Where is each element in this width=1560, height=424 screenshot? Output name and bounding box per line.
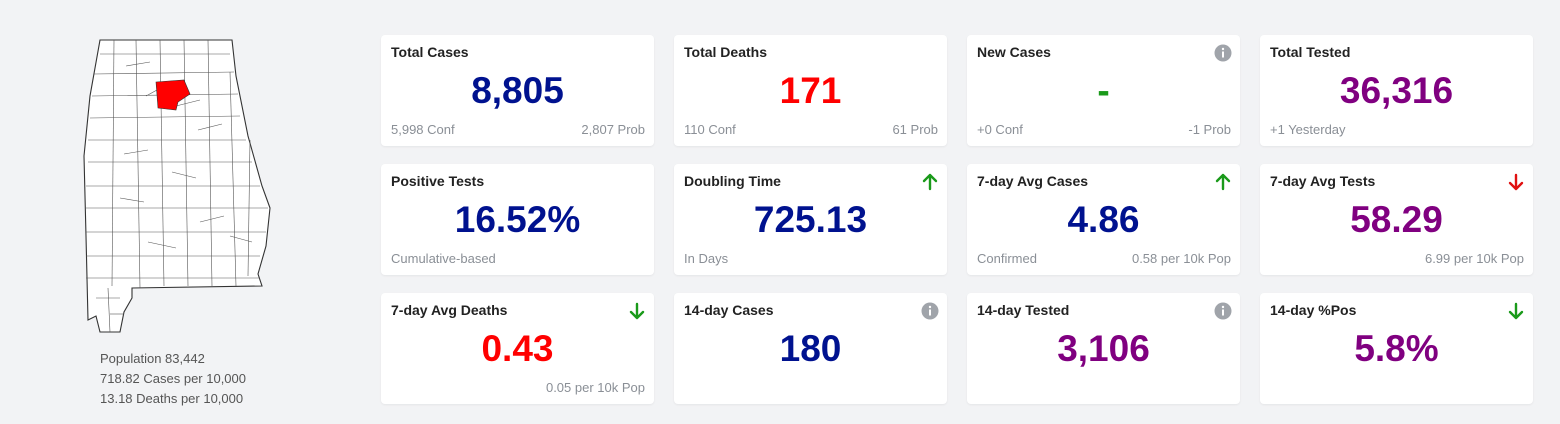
card-positive-tests: Positive Tests 16.52% Cumulative-based bbox=[381, 164, 654, 275]
card-value: 58.29 bbox=[1350, 199, 1443, 240]
card-7day-avg-cases: 7-day Avg Cases 4.86 Confirmed 0.58 per … bbox=[967, 164, 1240, 275]
card-value: 180 bbox=[779, 328, 842, 369]
card-value: 3,106 bbox=[1057, 328, 1150, 369]
card-total-tested: Total Tested 36,316 +1 Yesterday bbox=[1260, 35, 1533, 146]
arrow-down-icon bbox=[1508, 302, 1524, 320]
card-title: Doubling Time bbox=[684, 173, 781, 189]
card-value: 8,805 bbox=[471, 70, 564, 111]
card-14day-tested: 14-day Tested 3,106 bbox=[967, 293, 1240, 404]
card-14day-cases: 14-day Cases 180 bbox=[674, 293, 947, 404]
card-title: 14-day Cases bbox=[684, 302, 774, 318]
card-value: 171 bbox=[779, 70, 842, 111]
arrow-up-icon bbox=[1215, 173, 1231, 191]
card-7day-avg-tests: 7-day Avg Tests 58.29 6.99 per 10k Pop bbox=[1260, 164, 1533, 275]
card-title: Total Cases bbox=[391, 44, 469, 60]
card-value: - bbox=[1097, 70, 1110, 111]
card-sub-right: 2,807 Prob bbox=[581, 122, 645, 137]
card-title: 7-day Avg Tests bbox=[1270, 173, 1376, 189]
arrow-down-icon bbox=[1508, 173, 1524, 191]
card-value: 0.43 bbox=[481, 328, 554, 369]
card-sub-left: In Days bbox=[684, 251, 729, 266]
card-doubling-time: Doubling Time 725.13 In Days bbox=[674, 164, 947, 275]
card-title: New Cases bbox=[977, 44, 1051, 60]
card-title: 7-day Avg Deaths bbox=[391, 302, 508, 318]
card-value: 4.86 bbox=[1067, 199, 1140, 240]
card-total-deaths: Total Deaths 171 110 Conf 61 Prob bbox=[674, 35, 947, 146]
card-value: 5.8% bbox=[1354, 328, 1439, 369]
info-icon[interactable] bbox=[1214, 44, 1232, 62]
deaths-per-10k-text: 13.18 Deaths per 10,000 bbox=[100, 391, 244, 406]
card-sub-left: Confirmed bbox=[977, 251, 1037, 266]
card-new-cases: New Cases - +0 Conf -1 Prob bbox=[967, 35, 1240, 146]
highlighted-county bbox=[155, 79, 191, 111]
card-sub-left: 5,998 Conf bbox=[391, 122, 455, 137]
card-sub-right: 0.58 per 10k Pop bbox=[1131, 251, 1231, 266]
info-icon[interactable] bbox=[921, 302, 939, 320]
arrow-up-icon bbox=[922, 173, 938, 191]
card-title: 14-day %Pos bbox=[1270, 302, 1357, 318]
card-value: 16.52% bbox=[454, 199, 581, 240]
card-sub-left: +0 Conf bbox=[977, 122, 1023, 137]
card-title: Positive Tests bbox=[391, 173, 485, 189]
card-sub-right: 6.99 per 10k Pop bbox=[1424, 251, 1524, 266]
card-14day-pct-pos: 14-day %Pos 5.8% bbox=[1260, 293, 1533, 404]
card-sub-right: 0.05 per 10k Pop bbox=[545, 380, 645, 395]
card-sub-left: +1 Yesterday bbox=[1270, 122, 1346, 137]
arrow-down-icon bbox=[629, 302, 645, 320]
card-sub-right: -1 Prob bbox=[1188, 122, 1231, 137]
card-sub-left: 110 Conf bbox=[684, 122, 736, 137]
card-title: Total Deaths bbox=[684, 44, 767, 60]
card-title: Total Tested bbox=[1270, 44, 1351, 60]
info-icon[interactable] bbox=[1214, 302, 1232, 320]
card-title: 7-day Avg Cases bbox=[977, 173, 1089, 189]
card-value: 725.13 bbox=[753, 199, 868, 240]
cases-per-10k-text: 718.82 Cases per 10,000 bbox=[100, 371, 246, 386]
county-map-svg bbox=[83, 39, 271, 333]
state-county-map bbox=[80, 36, 280, 336]
card-value: 36,316 bbox=[1339, 70, 1454, 111]
stats-grid: Total Cases 8,805 5,998 Conf 2,807 Prob … bbox=[381, 35, 1533, 404]
card-sub-right: 61 Prob bbox=[892, 122, 938, 137]
card-title: 14-day Tested bbox=[977, 302, 1070, 318]
card-7day-avg-deaths: 7-day Avg Deaths 0.43 0.05 per 10k Pop bbox=[381, 293, 654, 404]
card-total-cases: Total Cases 8,805 5,998 Conf 2,807 Prob bbox=[381, 35, 654, 146]
region-stats: Population 83,442 718.82 Cases per 10,00… bbox=[100, 349, 246, 409]
population-text: Population 83,442 bbox=[100, 351, 205, 366]
card-sub-left: Cumulative-based bbox=[391, 251, 496, 266]
